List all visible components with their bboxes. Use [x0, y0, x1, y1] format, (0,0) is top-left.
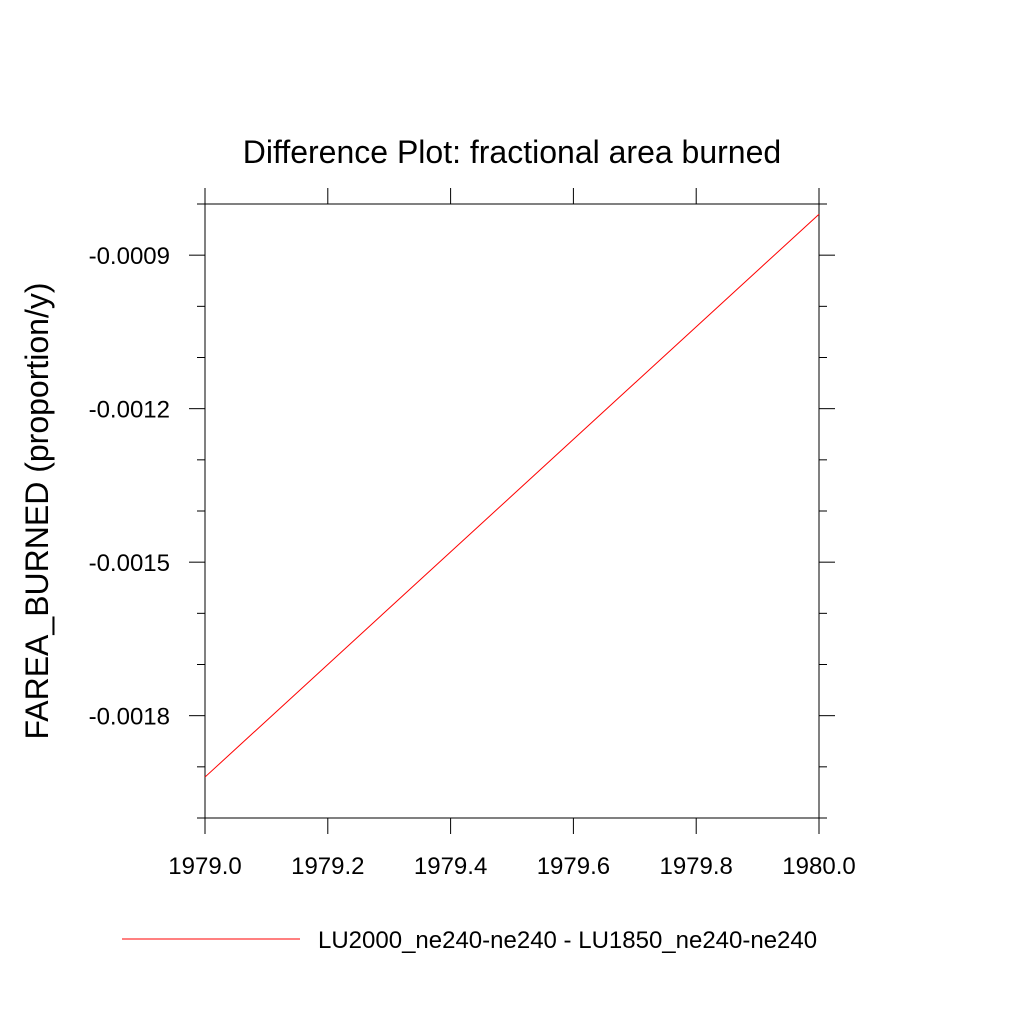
- plot-frame: [204, 203, 820, 819]
- y-tick-label: -0.0018: [89, 704, 170, 731]
- y-axis-label: FAREA_BURNED (proportion/y): [19, 282, 55, 739]
- x-axis-ticks: 1979.0 1979.2 1979.4 1979.6 1979.8 1980.0: [168, 188, 856, 880]
- y-tick-label: -0.0009: [89, 243, 170, 270]
- y-tick-label: -0.0012: [89, 397, 170, 424]
- x-tick-label: 1979.4: [414, 853, 487, 880]
- x-tick-label: 1979.8: [659, 853, 732, 880]
- y-axis-ticks: -0.0009 -0.0012 -0.0015 -0.0018: [89, 203, 835, 819]
- series-line: [204, 213, 820, 778]
- chart-title: Difference Plot: fractional area burned: [243, 134, 781, 170]
- legend-label: LU2000_ne240-ne240 - LU1850_ne240-ne240: [318, 927, 817, 954]
- series-layer: [204, 213, 820, 778]
- y-tick-label: -0.0015: [89, 550, 170, 577]
- x-tick-label: 1979.2: [291, 853, 364, 880]
- legend: LU2000_ne240-ne240 - LU1850_ne240-ne240: [122, 927, 817, 954]
- x-tick-label: 1979.0: [168, 853, 241, 880]
- x-tick-label: 1980.0: [782, 853, 855, 880]
- x-tick-label: 1979.6: [537, 853, 610, 880]
